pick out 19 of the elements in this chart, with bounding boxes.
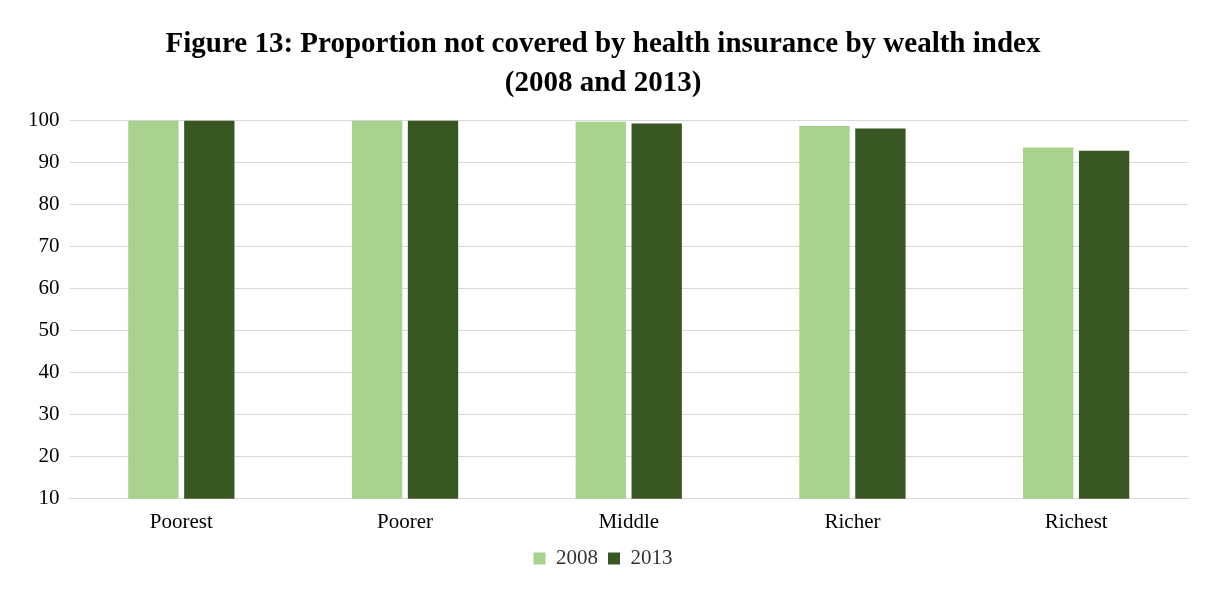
- chart-title: Figure 13: Proportion not covered by health insurance by wealth index: [165, 25, 1041, 58]
- y-tick-label: 60: [38, 275, 60, 300]
- chart-subtitle: (2008 and 2013): [504, 64, 702, 98]
- y-tick-label: 100: [28, 107, 60, 132]
- x-tick-label: Richest: [1044, 508, 1108, 533]
- y-tick-label: 30: [38, 401, 60, 426]
- x-tick-label: Middle: [598, 508, 660, 533]
- y-tick-label: 40: [38, 359, 60, 384]
- y-tick-label: 20: [38, 443, 60, 468]
- x-tick-label: Poorest: [149, 508, 214, 533]
- legend-label: 2013: [630, 545, 673, 570]
- legend-label: 2008: [556, 545, 598, 570]
- y-tick-label: 10: [38, 485, 60, 510]
- x-tick-label: Poorer: [377, 508, 434, 533]
- y-tick-label: 70: [38, 233, 60, 258]
- y-tick-label: 90: [38, 149, 60, 174]
- y-tick-label: 50: [38, 317, 60, 342]
- x-tick-label: Richer: [824, 508, 881, 533]
- y-tick-label: 80: [38, 191, 60, 216]
